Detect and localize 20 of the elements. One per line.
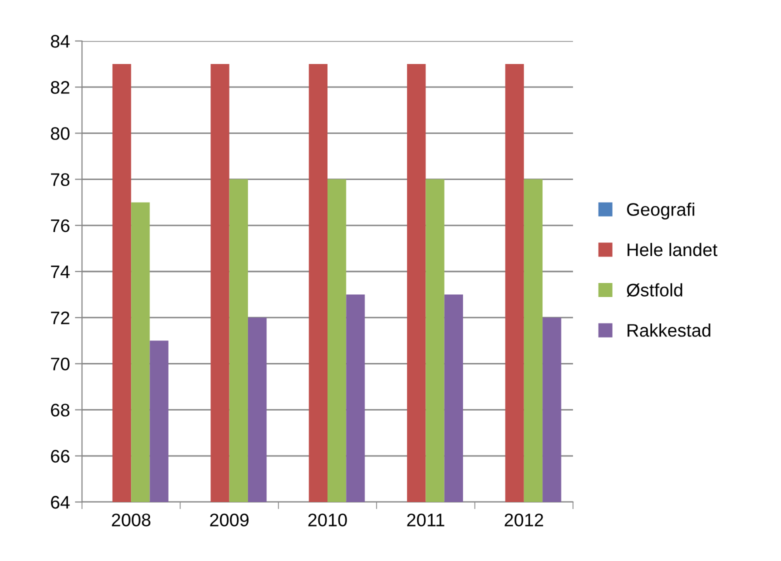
y-tick-label: 70 [51, 358, 70, 370]
y-tick-label: 82 [50, 81, 70, 94]
legend-label: Rakkestad [628, 324, 710, 337]
x-tick-label: 2010 [308, 514, 347, 526]
y-tick-label: 72 [51, 312, 70, 324]
y-tick-label: 68 [51, 404, 70, 417]
y-tick-label: 84 [50, 34, 70, 48]
x-tick-label: 2012 [504, 514, 544, 526]
x-tick-label: 2008 [112, 514, 150, 526]
y-tick-label: 76 [51, 219, 70, 232]
y-tick-label: 80 [50, 127, 70, 140]
x-tick-label: 2011 [407, 514, 444, 526]
x-tick-label: 2009 [210, 514, 249, 526]
legend-label: Østfold [626, 283, 682, 297]
legend-label: Hele landet [628, 242, 718, 256]
y-tick-label: 78 [51, 173, 70, 186]
y-tick-label: 66 [51, 450, 70, 463]
legend-label: Geografi [627, 202, 694, 220]
y-tick-label: 64 [51, 496, 70, 509]
y-tick-label: 74 [51, 266, 70, 278]
